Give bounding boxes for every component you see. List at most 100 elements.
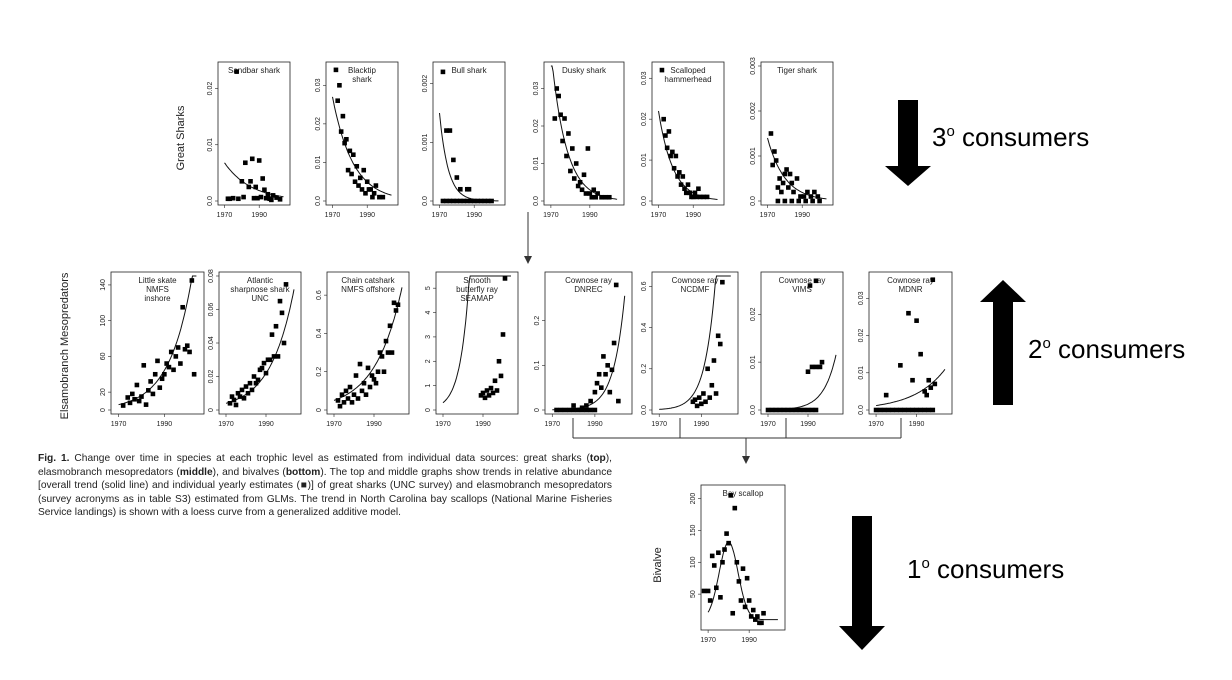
y-tick-label: 0.02 (533, 119, 540, 133)
data-point (711, 358, 717, 363)
panel-title-line: Cownose ray (779, 276, 826, 285)
x-tick-label: 1970 (432, 212, 448, 219)
data-point (256, 158, 262, 163)
data-point (380, 194, 386, 200)
data-point (918, 407, 923, 413)
data-point (471, 198, 477, 204)
data-point (924, 392, 930, 398)
data-point (769, 407, 775, 413)
panel-frame (325, 61, 399, 206)
data-point (805, 407, 811, 413)
data-point (454, 198, 460, 204)
data-point (575, 183, 581, 189)
data-point (786, 185, 791, 190)
data-point (671, 165, 677, 171)
data-point (127, 400, 133, 406)
data-point (577, 179, 583, 185)
x-tick-label: 1970 (760, 212, 776, 219)
data-point (813, 407, 819, 413)
data-point (263, 370, 269, 376)
y-tick-label: 3 (425, 335, 432, 339)
panel-frame (543, 61, 625, 206)
x-tick-label: 1970 (218, 421, 234, 428)
caption-bold-middle: middle (179, 466, 213, 478)
data-point (159, 376, 165, 382)
data-point (588, 407, 593, 413)
data-point (742, 604, 748, 610)
data-point (125, 395, 131, 400)
data-point (697, 194, 703, 200)
data-point (898, 363, 903, 368)
data-point (798, 194, 803, 199)
data-point (189, 278, 195, 283)
y-tick-label: 2 (425, 359, 432, 363)
panel-title-line: Cownose ray (887, 276, 934, 285)
data-point (794, 176, 800, 181)
data-point (717, 341, 723, 347)
data-point (243, 160, 248, 166)
y-tick-label: 0 (208, 408, 215, 412)
data-point (765, 407, 771, 413)
data-point (707, 598, 713, 603)
data-point (881, 407, 887, 413)
data-point (480, 390, 486, 396)
data-point (808, 194, 814, 199)
y-tick-label: 0 (316, 408, 323, 412)
data-point (755, 614, 760, 619)
data-point (805, 189, 810, 195)
data-point (716, 550, 721, 556)
data-point (701, 391, 706, 396)
x-tick-label: 1970 (111, 421, 127, 428)
data-point (231, 397, 237, 403)
data-point (554, 407, 559, 413)
panel-title-line: Little skate (138, 276, 177, 285)
y-tick-label: 100 (690, 556, 697, 568)
y-tick-label: 0.4 (641, 323, 648, 333)
panel-title-line: Atlantic (247, 276, 273, 285)
data-point (819, 359, 825, 365)
panel-title-line: Cownose ray (672, 276, 719, 285)
data-point (785, 407, 791, 413)
data-point (734, 559, 740, 565)
data-point (562, 407, 568, 413)
panel-title-line: SEAMAP (460, 294, 493, 303)
data-point (152, 371, 158, 377)
y-tick-label: 140 (100, 279, 107, 291)
panel-frame (760, 61, 834, 206)
data-point (155, 358, 160, 364)
data-point (922, 407, 927, 413)
data-point (910, 377, 915, 383)
down-arrow-1-consumers (839, 516, 885, 650)
data-point (361, 167, 367, 173)
data-point (187, 349, 192, 355)
trend-line (552, 295, 626, 411)
data-point (352, 179, 358, 185)
data-point (724, 531, 729, 536)
data-point (807, 283, 813, 288)
data-point (371, 190, 377, 196)
data-point (277, 298, 283, 304)
data-point (488, 385, 494, 391)
data-point (589, 194, 595, 200)
panel-title-line: Cownose ray (565, 276, 612, 285)
data-point (354, 163, 360, 169)
x-tick-label: 1970 (760, 421, 776, 428)
data-point (711, 563, 717, 568)
data-point (148, 379, 153, 384)
panel-title-line: NMFS offshore (341, 285, 395, 294)
data-point (598, 385, 604, 390)
y-tick-label: 0.02 (641, 112, 648, 126)
data-point (136, 398, 142, 404)
trend-line (332, 96, 392, 196)
data-point (730, 610, 736, 616)
data-point (784, 167, 789, 172)
panel-frame (651, 61, 725, 206)
data-point (666, 129, 672, 134)
data-point (486, 393, 492, 398)
data-point (707, 395, 713, 400)
y-tick-label: 0.4 (316, 328, 323, 338)
data-point (664, 145, 670, 151)
data-point (678, 182, 684, 187)
